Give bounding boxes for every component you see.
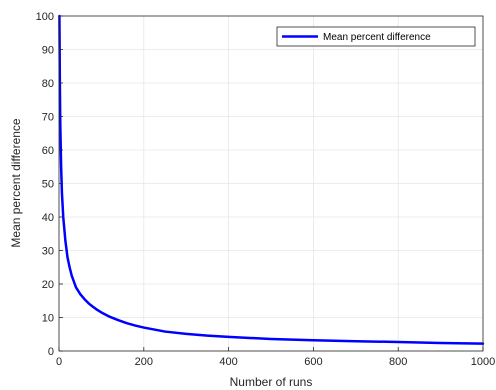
legend-label: Mean percent difference (323, 32, 431, 43)
y-axis-title: Mean percent difference (9, 118, 23, 248)
x-tick-label: 400 (219, 356, 237, 368)
y-tick-label: 30 (42, 246, 54, 258)
y-tick-label: 50 (42, 179, 54, 191)
series-layer (58, 14, 485, 345)
y-tick-label: 100 (36, 11, 54, 23)
y-tick-label: 70 (42, 112, 54, 124)
y-tick-label: 40 (42, 212, 54, 224)
y-tick-label: 10 (42, 313, 54, 325)
y-tick-label: 80 (42, 78, 54, 90)
y-tick-label: 20 (42, 279, 54, 291)
legend: Mean percent difference (276, 26, 476, 47)
x-axis-title: Number of runs (230, 375, 313, 389)
legend-box (276, 26, 476, 47)
x-tick-label: 200 (135, 356, 153, 368)
x-axis-ticks: 0 200 400 600 800 1000 (56, 347, 495, 368)
x-tick-label: 600 (304, 356, 322, 368)
series-line-mean-percent-difference (58, 14, 485, 345)
x-tick-label: 1000 (471, 356, 495, 368)
x-tick-label: 800 (389, 356, 407, 368)
grid-lines (58, 15, 484, 352)
y-tick-label: 0 (48, 346, 54, 358)
x-tick-label: 0 (56, 356, 62, 368)
y-tick-label: 60 (42, 145, 54, 157)
y-tick-label: 90 (42, 45, 54, 57)
y-axis-ticks: 0 10 20 30 40 50 60 70 80 90 100 (36, 11, 63, 358)
